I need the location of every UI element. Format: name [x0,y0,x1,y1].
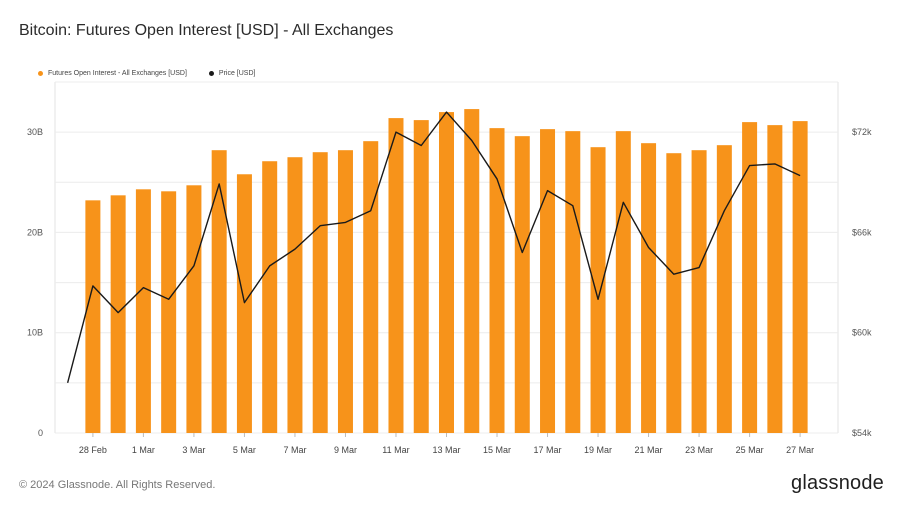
oi-bar [135,189,151,433]
glassnode-logo: glassnode [791,472,884,494]
oi-bar [716,145,732,433]
x-tick-label: 11 Mar [382,445,409,455]
oi-bar [211,150,227,434]
y-left-tick-label: 10B [27,328,43,338]
chart-title: Bitcoin: Futures Open Interest [USD] - A… [19,22,394,39]
oi-bar [489,128,505,434]
oi-bar [262,161,278,433]
oi-bar [236,174,252,433]
oi-bar [514,136,530,433]
x-tick-label: 17 Mar [534,445,562,455]
x-tick-label: 3 Mar [182,445,205,455]
price-line [66,111,801,384]
oi-bar [337,150,353,434]
legend-item-price[interactable]: Price [USD] [208,70,256,77]
oi-bar [666,153,682,433]
y-left-tick-label: 20B [27,227,43,237]
oi-bar [464,109,480,433]
oi-bar [363,141,379,433]
y-right-tick-label: $66k [852,227,872,237]
oi-bar [641,143,657,433]
oi-bar [615,131,631,433]
x-tick-label: 9 Mar [334,445,357,455]
x-tick-label: 21 Mar [635,445,663,455]
oi-bar [110,195,126,433]
x-tick-label: 7 Mar [283,445,306,455]
oi-bar [161,191,177,433]
oi-bar [792,121,808,434]
oi-bar [590,147,606,433]
x-tick-label: 13 Mar [432,445,460,455]
y-left-tick-label: 30B [27,127,43,137]
x-tick-label: 15 Mar [483,445,511,455]
oi-bar [85,200,101,433]
oi-bar [439,112,454,433]
y-right-tick-label: $60k [852,328,872,338]
oi-bar [742,122,758,433]
legend-price-swatch [208,71,214,76]
x-tick-label: 19 Mar [584,445,612,455]
x-tick-label: 27 Mar [786,445,814,455]
legend-oi-label: Futures Open Interest - All Exchanges [U… [48,70,187,77]
oi-bar [312,152,328,433]
oi-bar [565,131,581,433]
chart-legend: Futures Open Interest - All Exchanges [U… [38,70,255,77]
oi-bar [388,118,404,434]
oi-bar [413,120,429,433]
x-tick-label: 28 Feb [79,445,107,455]
oi-bar [540,129,556,434]
legend-oi-swatch [38,71,43,76]
x-tick-label: 5 Mar [233,445,256,455]
legend-item-open-interest[interactable]: Futures Open Interest - All Exchanges [U… [38,70,187,77]
oi-bar [186,185,202,433]
x-tick-label: 1 Mar [132,445,155,455]
oi-bar [767,125,783,433]
copyright-text: © 2024 Glassnode. All Rights Reserved. [19,479,216,491]
oi-bar [287,157,303,433]
y-right-tick-label: $54k [852,428,872,438]
legend-price-label: Price [USD] [218,70,256,77]
y-right-tick-label: $72k [852,127,872,137]
oi-bar [691,150,707,434]
x-tick-label: 25 Mar [736,445,764,455]
y-left-tick-label: 0 [38,428,43,438]
x-tick-label: 23 Mar [685,445,713,455]
